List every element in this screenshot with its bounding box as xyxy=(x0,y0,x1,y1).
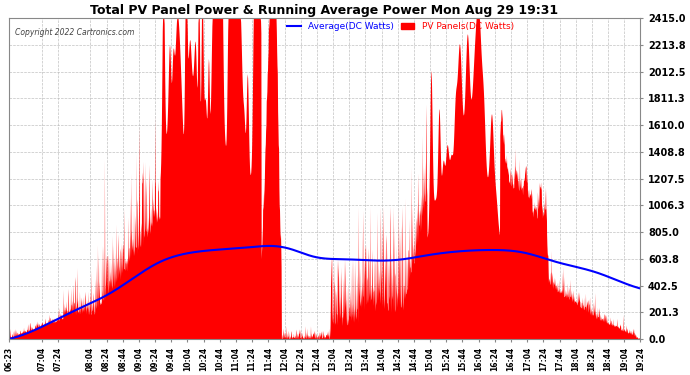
Title: Total PV Panel Power & Running Average Power Mon Aug 29 19:31: Total PV Panel Power & Running Average P… xyxy=(90,4,559,17)
Text: Copyright 2022 Cartronics.com: Copyright 2022 Cartronics.com xyxy=(15,28,135,37)
Legend: Average(DC Watts), PV Panels(DC Watts): Average(DC Watts), PV Panels(DC Watts) xyxy=(284,18,518,34)
